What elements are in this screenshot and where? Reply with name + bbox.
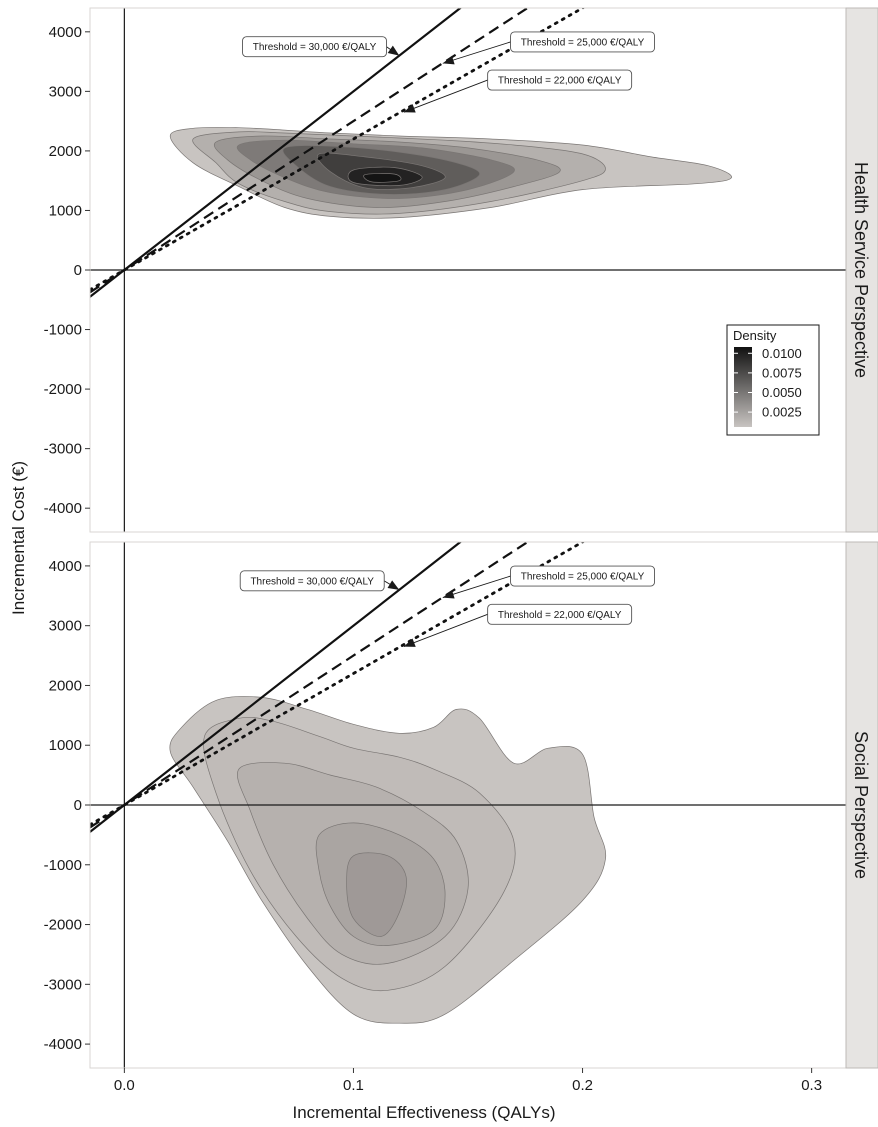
annotation-arrow-head xyxy=(403,104,416,113)
x-tick-label: 0.0 xyxy=(114,1077,135,1094)
legend-label: 0.0075 xyxy=(762,365,802,380)
y-axis-ticks: 4000 3000 2000 1000 0 -1000 -2000 -3000 -4000 400… xyxy=(44,24,90,1053)
annotation-arrow-line xyxy=(403,79,488,113)
y-tick-label: 4000 xyxy=(49,24,82,41)
panel-social: Threshold = 30,000 €/QALY Threshold = 25,… xyxy=(89,541,847,1069)
annotation-label: Threshold = 30,000 €/QALY xyxy=(250,576,374,587)
y-tick-label: 1000 xyxy=(49,202,82,219)
y-tick-label: 3000 xyxy=(49,83,82,100)
y-tick-label: 0 xyxy=(74,797,82,814)
threshold-line-22000 xyxy=(90,8,586,292)
annotation-arrow-head xyxy=(403,638,416,647)
annotation-arrow-head xyxy=(442,589,455,599)
y-tick-label: 2000 xyxy=(49,677,82,694)
strip-label-health-service: Health Service Perspective xyxy=(851,162,871,378)
density-contour-4 xyxy=(346,852,407,937)
x-tick-label: 0.3 xyxy=(801,1077,822,1094)
strip-social: Social Perspective xyxy=(845,541,878,1069)
annotation-arrow-head xyxy=(387,580,400,590)
threshold-annotations: Threshold = 30,000 €/QALY Threshold = 25,… xyxy=(239,565,655,648)
y-tick-label: -3000 xyxy=(44,976,82,993)
annotation-label: Threshold = 22,000 €/QALY xyxy=(498,610,622,621)
y-tick-label: -1000 xyxy=(44,322,82,339)
threshold-line-25000 xyxy=(90,8,530,294)
threshold-annotations: Threshold = 30,000 €/QALY Threshold = 25,… xyxy=(242,31,655,113)
strip-label-social: Social Perspective xyxy=(851,731,871,879)
annotation-arrow-head xyxy=(387,45,400,56)
y-axis-title: Incremental Cost (€) xyxy=(9,461,28,615)
density-legend: Density 0.0100 0.0075 0.0050 0.0025 xyxy=(726,324,820,436)
x-tick-label: 0.2 xyxy=(572,1077,593,1094)
annotation-label: Threshold = 25,000 €/QALY xyxy=(521,572,645,583)
annotation-label: Threshold = 25,000 €/QALY xyxy=(521,37,645,48)
y-tick-label: -2000 xyxy=(44,917,82,934)
annotation-box xyxy=(510,31,655,53)
y-tick-label: 4000 xyxy=(49,558,82,575)
x-axis-ticks: 0.0 0.1 0.2 0.3 xyxy=(114,1068,822,1094)
y-tick-label: 0 xyxy=(74,262,82,279)
threshold-line-25000 xyxy=(90,542,530,829)
annotation-box xyxy=(487,69,633,91)
annotation-box xyxy=(239,570,385,592)
annotation-arrow-line xyxy=(442,575,511,599)
x-tick-label: 0.1 xyxy=(343,1077,364,1094)
threshold-line-30000 xyxy=(90,542,463,833)
annotation-box xyxy=(242,36,387,58)
legend-label: 0.0050 xyxy=(762,385,802,400)
density-contours xyxy=(169,696,607,1024)
y-tick-label: 1000 xyxy=(49,737,82,754)
annotation-label: Threshold = 22,000 €/QALY xyxy=(498,76,622,87)
density-contour-7 xyxy=(363,173,402,183)
panel-health-service: Threshold = 30,000 €/QALY Threshold = 25,… xyxy=(89,7,847,533)
legend-label: 0.0100 xyxy=(762,346,802,361)
legend-title: Density xyxy=(733,328,777,343)
legend-colorbar xyxy=(734,347,752,427)
y-tick-label: -3000 xyxy=(44,441,82,458)
threshold-line-30000 xyxy=(90,8,463,298)
x-axis-title: Incremental Effectiveness (QALYs) xyxy=(293,1103,556,1122)
strip-health-service: Health Service Perspective xyxy=(845,7,878,533)
annotation-label: Threshold = 30,000 €/QALY xyxy=(253,42,377,53)
y-tick-label: 2000 xyxy=(49,143,82,160)
y-tick-label: -2000 xyxy=(44,381,82,398)
y-tick-label: -4000 xyxy=(44,1036,82,1053)
annotation-arrow-line xyxy=(442,41,511,64)
legend-label: 0.0025 xyxy=(762,405,802,420)
annotation-arrow-line xyxy=(403,613,488,648)
y-tick-label: -4000 xyxy=(44,500,82,517)
threshold-line-22000 xyxy=(90,542,586,827)
y-tick-label: 3000 xyxy=(49,618,82,635)
annotation-box xyxy=(487,603,633,625)
annotation-arrow-head xyxy=(442,55,455,65)
y-tick-label: -1000 xyxy=(44,857,82,874)
annotation-box xyxy=(510,565,655,587)
